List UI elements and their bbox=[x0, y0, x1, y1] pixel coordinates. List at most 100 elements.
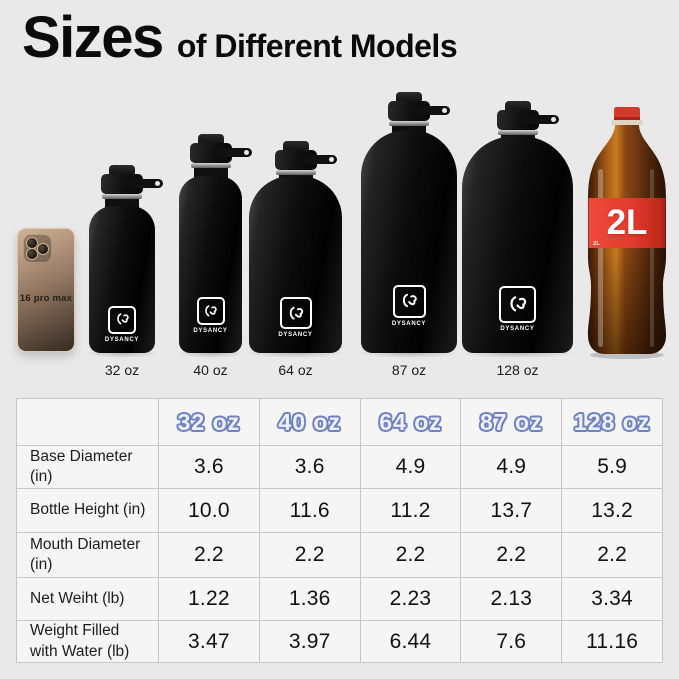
table-cell: 2.13 bbox=[461, 578, 563, 621]
bottle-cap-handle bbox=[127, 179, 163, 188]
bottle-shadow bbox=[357, 348, 461, 358]
bottle-size-caption: 64 oz bbox=[278, 362, 313, 378]
title-subtitle: of Different Models bbox=[176, 28, 458, 64]
spec-table: 32 oz 40 oz 64 oz 87 oz 128 oz Base Diameter … bbox=[16, 398, 663, 663]
row-label: Bottle Height (in) bbox=[17, 489, 159, 533]
table-cell: 7.6 bbox=[461, 621, 563, 663]
cola-bottle-2l: 2L 2L bbox=[587, 107, 667, 359]
brand-logo: DYSANCY bbox=[361, 284, 457, 327]
brand-name: DYSANCY bbox=[500, 326, 535, 333]
bottle-cap-knob bbox=[396, 92, 422, 102]
bottle-64oz: DYSANCY bbox=[245, 141, 346, 358]
column-header: 128 oz bbox=[562, 399, 663, 446]
brand-logo: DYSANCY bbox=[179, 297, 242, 334]
brand-logo-mark-icon bbox=[289, 306, 303, 320]
row-label: Weight Filled with Water (lb) bbox=[17, 621, 159, 663]
bottle-size-caption: 40 oz bbox=[193, 362, 228, 378]
table-cell: 2.2 bbox=[562, 533, 663, 578]
handle-hole bbox=[155, 181, 160, 186]
camera-lens-icon bbox=[26, 248, 38, 260]
table-cell: 10.0 bbox=[159, 489, 260, 533]
table-cell: 1.22 bbox=[159, 578, 260, 621]
table-cell: 2.2 bbox=[461, 533, 563, 578]
cola-label-band bbox=[588, 198, 666, 248]
stainless-ring bbox=[190, 163, 231, 168]
table-cell: 5.9 bbox=[562, 446, 663, 489]
table-cell: 11.16 bbox=[562, 621, 663, 663]
stainless-ring bbox=[275, 170, 316, 175]
table-corner-cell bbox=[17, 399, 159, 446]
bottle-cap-handle bbox=[522, 115, 559, 124]
bottle-shadow bbox=[176, 348, 245, 358]
stainless-ring bbox=[497, 130, 538, 135]
brand-name: DYSANCY bbox=[278, 332, 313, 339]
title-emphasis: Sizes bbox=[22, 5, 164, 70]
brand-logo-box bbox=[279, 297, 312, 330]
table-cell: 3.47 bbox=[159, 621, 260, 663]
table-cell: 11.6 bbox=[259, 489, 361, 533]
table-cell: 3.34 bbox=[562, 578, 663, 621]
bottle-shadow bbox=[86, 348, 158, 358]
phone-16-pro-max: 16 pro max bbox=[17, 228, 75, 352]
brand-logo-mark-icon bbox=[402, 293, 417, 308]
row-label: Net Weiht (lb) bbox=[17, 578, 159, 621]
table-cell: 13.2 bbox=[562, 489, 663, 533]
bottle-cap-handle bbox=[215, 148, 252, 157]
brand-logo: DYSANCY bbox=[462, 286, 573, 332]
bottle-size-caption: 128 oz bbox=[496, 362, 539, 378]
brand-logo-mark-icon bbox=[116, 313, 129, 325]
brand-logo: DYSANCY bbox=[89, 305, 155, 343]
column-header: 64 oz bbox=[360, 399, 462, 446]
table-cell: 4.9 bbox=[461, 446, 563, 489]
bottle-87oz: DYSANCY bbox=[357, 92, 461, 358]
stainless-ring bbox=[102, 194, 142, 199]
column-header: 40 oz bbox=[259, 399, 361, 446]
table-cell: 4.9 bbox=[360, 446, 462, 489]
row-label: Base Diameter (in) bbox=[17, 446, 159, 489]
bottle-32oz: DYSANCY bbox=[86, 165, 163, 358]
bottle-size-caption: 87 oz bbox=[391, 362, 427, 378]
table-cell: 2.23 bbox=[360, 578, 462, 621]
bottle-cap-handle bbox=[300, 155, 337, 164]
table-cell: 2.2 bbox=[259, 533, 361, 578]
cola-cap bbox=[614, 107, 640, 120]
phone-label: 16 pro max bbox=[19, 293, 73, 304]
handle-hole bbox=[243, 150, 249, 155]
bottle-body bbox=[89, 206, 155, 353]
brand-logo-box bbox=[108, 305, 136, 334]
table-cell: 1.36 bbox=[259, 578, 361, 621]
bottle-body bbox=[462, 136, 573, 353]
brand-name: DYSANCY bbox=[193, 328, 228, 335]
page-title: Sizes of Different Models bbox=[22, 4, 458, 71]
brand-logo-box bbox=[196, 297, 225, 326]
bottle-40oz: DYSANCY bbox=[176, 134, 252, 358]
stainless-ring bbox=[389, 121, 429, 126]
handle-hole bbox=[550, 117, 556, 122]
brand-logo-mark-icon bbox=[510, 296, 527, 312]
table-cell: 3.97 bbox=[259, 621, 361, 663]
table-cell: 3.6 bbox=[259, 446, 361, 489]
bottle-cap-knob bbox=[109, 165, 135, 175]
bottle-cap-knob bbox=[504, 101, 531, 111]
table-cell: 3.6 bbox=[159, 446, 260, 489]
cola-volume-label: 2L bbox=[606, 203, 648, 242]
table-cell: 6.44 bbox=[360, 621, 462, 663]
brand-logo: DYSANCY bbox=[249, 297, 342, 338]
column-header: 87 oz bbox=[461, 399, 563, 446]
bottle-cap-knob bbox=[197, 134, 224, 144]
bottle-size-caption: 32 oz bbox=[104, 362, 140, 378]
handle-hole bbox=[328, 157, 334, 162]
row-label: Mouth Diameter (in) bbox=[17, 533, 159, 578]
table-cell: 2.2 bbox=[360, 533, 462, 578]
camera-lens-icon bbox=[37, 243, 49, 255]
bottle-128oz: DYSANCY bbox=[457, 101, 578, 358]
table-cell: 2.2 bbox=[159, 533, 260, 578]
cola-bottle-graphic: 2L bbox=[588, 107, 666, 359]
table-cell: 13.7 bbox=[461, 489, 563, 533]
brand-name: DYSANCY bbox=[391, 320, 427, 327]
bottle-cap-handle bbox=[414, 106, 450, 115]
table-cell: 11.2 bbox=[360, 489, 462, 533]
bottle-body bbox=[249, 176, 342, 353]
bottle-shadow bbox=[245, 348, 346, 358]
